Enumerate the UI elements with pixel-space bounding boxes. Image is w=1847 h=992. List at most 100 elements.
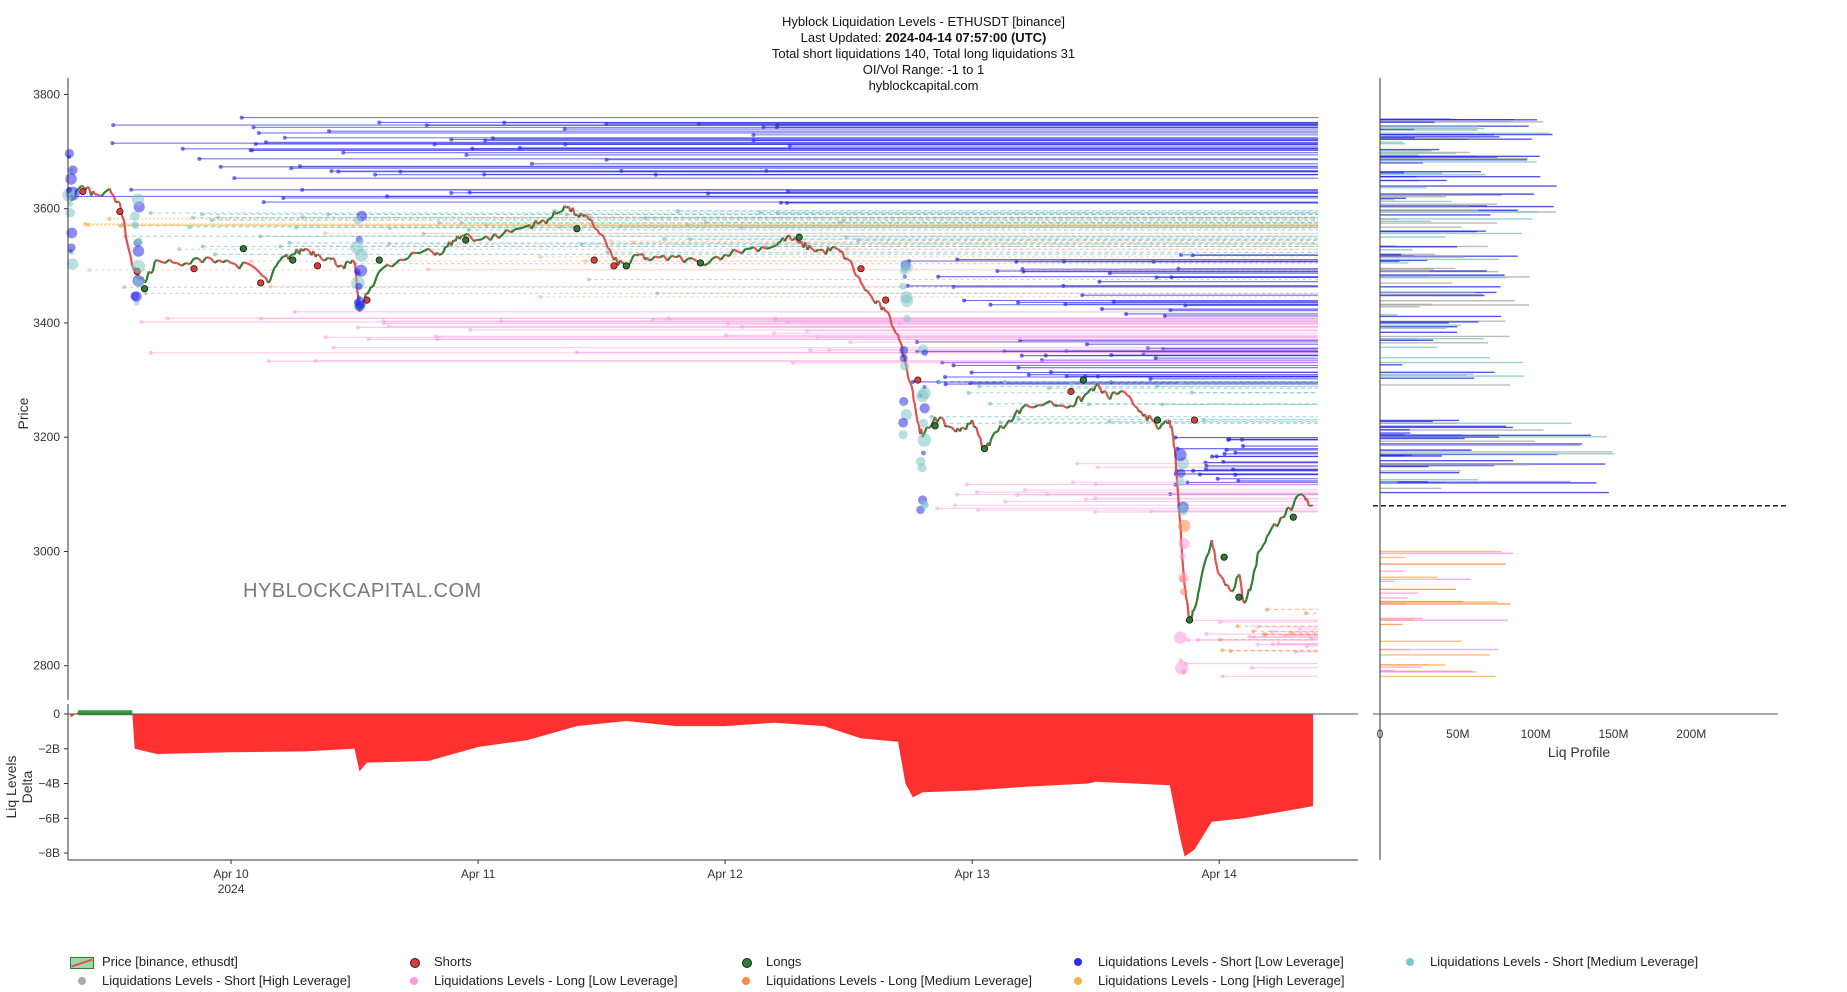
price-segment — [336, 265, 338, 267]
price-segment — [239, 262, 243, 269]
price-segment — [1257, 551, 1258, 554]
price-segment — [223, 260, 227, 262]
long-marker — [463, 237, 469, 243]
long-low-level-start — [848, 340, 852, 344]
short-low-level-start — [1124, 312, 1128, 316]
price-segment — [910, 383, 911, 386]
short-low-level-start — [1210, 455, 1214, 459]
price-y-tick-label: 3200 — [33, 430, 60, 444]
long-low-level-start — [313, 359, 317, 363]
short-low-level-start — [1216, 477, 1220, 481]
short-marker — [1068, 388, 1074, 394]
long-marker — [1186, 617, 1192, 623]
price-segment — [912, 386, 913, 391]
long-medium-level-start — [1251, 629, 1255, 633]
legend-label: Liquidations Levels - Long [High Leverag… — [1098, 973, 1344, 988]
price-segment — [593, 226, 595, 230]
long-low-level-start — [726, 322, 730, 326]
legend-label: Liquidations Levels - Short [Low Leverag… — [1098, 954, 1344, 969]
legend-item[interactable]: Liquidations Levels - Short [Low Leverag… — [1066, 954, 1344, 969]
price-segment — [276, 262, 278, 266]
price-segment — [272, 268, 274, 274]
short-medium-level-start — [201, 244, 205, 248]
price-segment — [1171, 426, 1172, 431]
price-segment — [1011, 419, 1013, 422]
short-low-level-start — [1226, 438, 1230, 442]
price-segment — [651, 256, 655, 260]
short-low-level-start — [1097, 280, 1101, 284]
long-low-level-start — [293, 310, 297, 314]
price-segment — [182, 263, 186, 266]
delta-area-positive — [78, 710, 132, 715]
price-segment — [1298, 495, 1299, 496]
long-low-level-start — [1250, 666, 1254, 670]
long-medium-level-start — [1229, 649, 1233, 653]
price-segment — [1050, 401, 1054, 406]
long-high-level-start — [107, 217, 111, 221]
liquidation-bubble — [1180, 576, 1187, 583]
legend-item[interactable]: Liquidations Levels - Long [Medium Lever… — [734, 973, 1032, 988]
short-low-level-start — [289, 166, 293, 170]
short-medium-level-start — [1107, 420, 1111, 424]
price-segment — [1124, 392, 1126, 395]
long-low-level-start — [356, 325, 360, 329]
price-segment — [1297, 495, 1298, 496]
price-segment — [126, 238, 128, 247]
price-y-tick-label: 2800 — [33, 659, 60, 673]
legend-symbol-icon — [402, 974, 426, 988]
price-segment — [995, 432, 998, 433]
long-low-level-start — [139, 320, 143, 324]
price-segment — [151, 271, 153, 273]
price-segment — [1102, 391, 1104, 393]
price-segment — [161, 262, 165, 263]
price-segment — [585, 215, 587, 217]
long-low-level-start — [165, 316, 169, 320]
price-segment — [379, 268, 383, 272]
price-segment — [1262, 544, 1264, 547]
legend-item[interactable]: Liquidations Levels - Short [High Levera… — [70, 973, 351, 988]
liquidation-bubble — [1176, 477, 1185, 486]
liquidation-bubble — [899, 346, 908, 355]
short-medium-level-start — [213, 252, 217, 256]
price-segment — [1106, 392, 1108, 397]
long-low-level-start — [324, 335, 328, 339]
price-segment — [737, 251, 741, 253]
legend-label: Shorts — [434, 954, 472, 969]
price-segment — [960, 427, 962, 431]
price-segment — [507, 230, 511, 233]
short-low-level-start — [751, 133, 755, 137]
legend-item[interactable]: Price [binance, ethusdt] — [70, 954, 238, 969]
price-segment — [602, 234, 604, 236]
liq-profile-panel — [1373, 119, 1786, 676]
long-medium-level-start — [269, 285, 273, 289]
price-segment — [538, 223, 540, 224]
price-segment — [375, 275, 377, 281]
price-segment — [536, 221, 538, 224]
liquidation-bubble — [1179, 553, 1185, 559]
legend-item[interactable]: Liquidations Levels - Long [High Leverag… — [1066, 973, 1344, 988]
price-segment — [1063, 406, 1067, 408]
short-medium-level-start — [1179, 381, 1183, 385]
price-segment — [1217, 566, 1218, 572]
delta-axis-title-2: Delta — [19, 770, 35, 803]
legend-item[interactable]: Liquidations Levels - Long [Low Leverage… — [402, 973, 678, 988]
legend-item[interactable]: Shorts — [402, 954, 472, 969]
legend-item[interactable]: Longs — [734, 954, 801, 969]
liquidation-bubble — [132, 260, 145, 273]
price-segment — [647, 258, 649, 261]
long-marker — [623, 263, 629, 269]
price-segment — [630, 258, 632, 263]
profile-x-tick-label: 50M — [1446, 727, 1469, 741]
price-segment — [1233, 589, 1234, 591]
legend-item[interactable]: Liquidations Levels - Short [Medium Leve… — [1398, 954, 1698, 969]
long-low-level-start — [1248, 635, 1252, 639]
price-segment — [420, 251, 424, 253]
price-segment — [268, 281, 270, 283]
short-medium-level-start — [967, 391, 971, 395]
price-segment — [101, 194, 103, 196]
price-segment — [387, 265, 391, 267]
price-segment — [367, 291, 369, 294]
short-low-level-start — [1016, 366, 1020, 370]
axes: 3800360034003200300028000−2B−4B−6B−8BApr… — [3, 78, 1778, 896]
legend-symbol-icon — [734, 974, 758, 988]
